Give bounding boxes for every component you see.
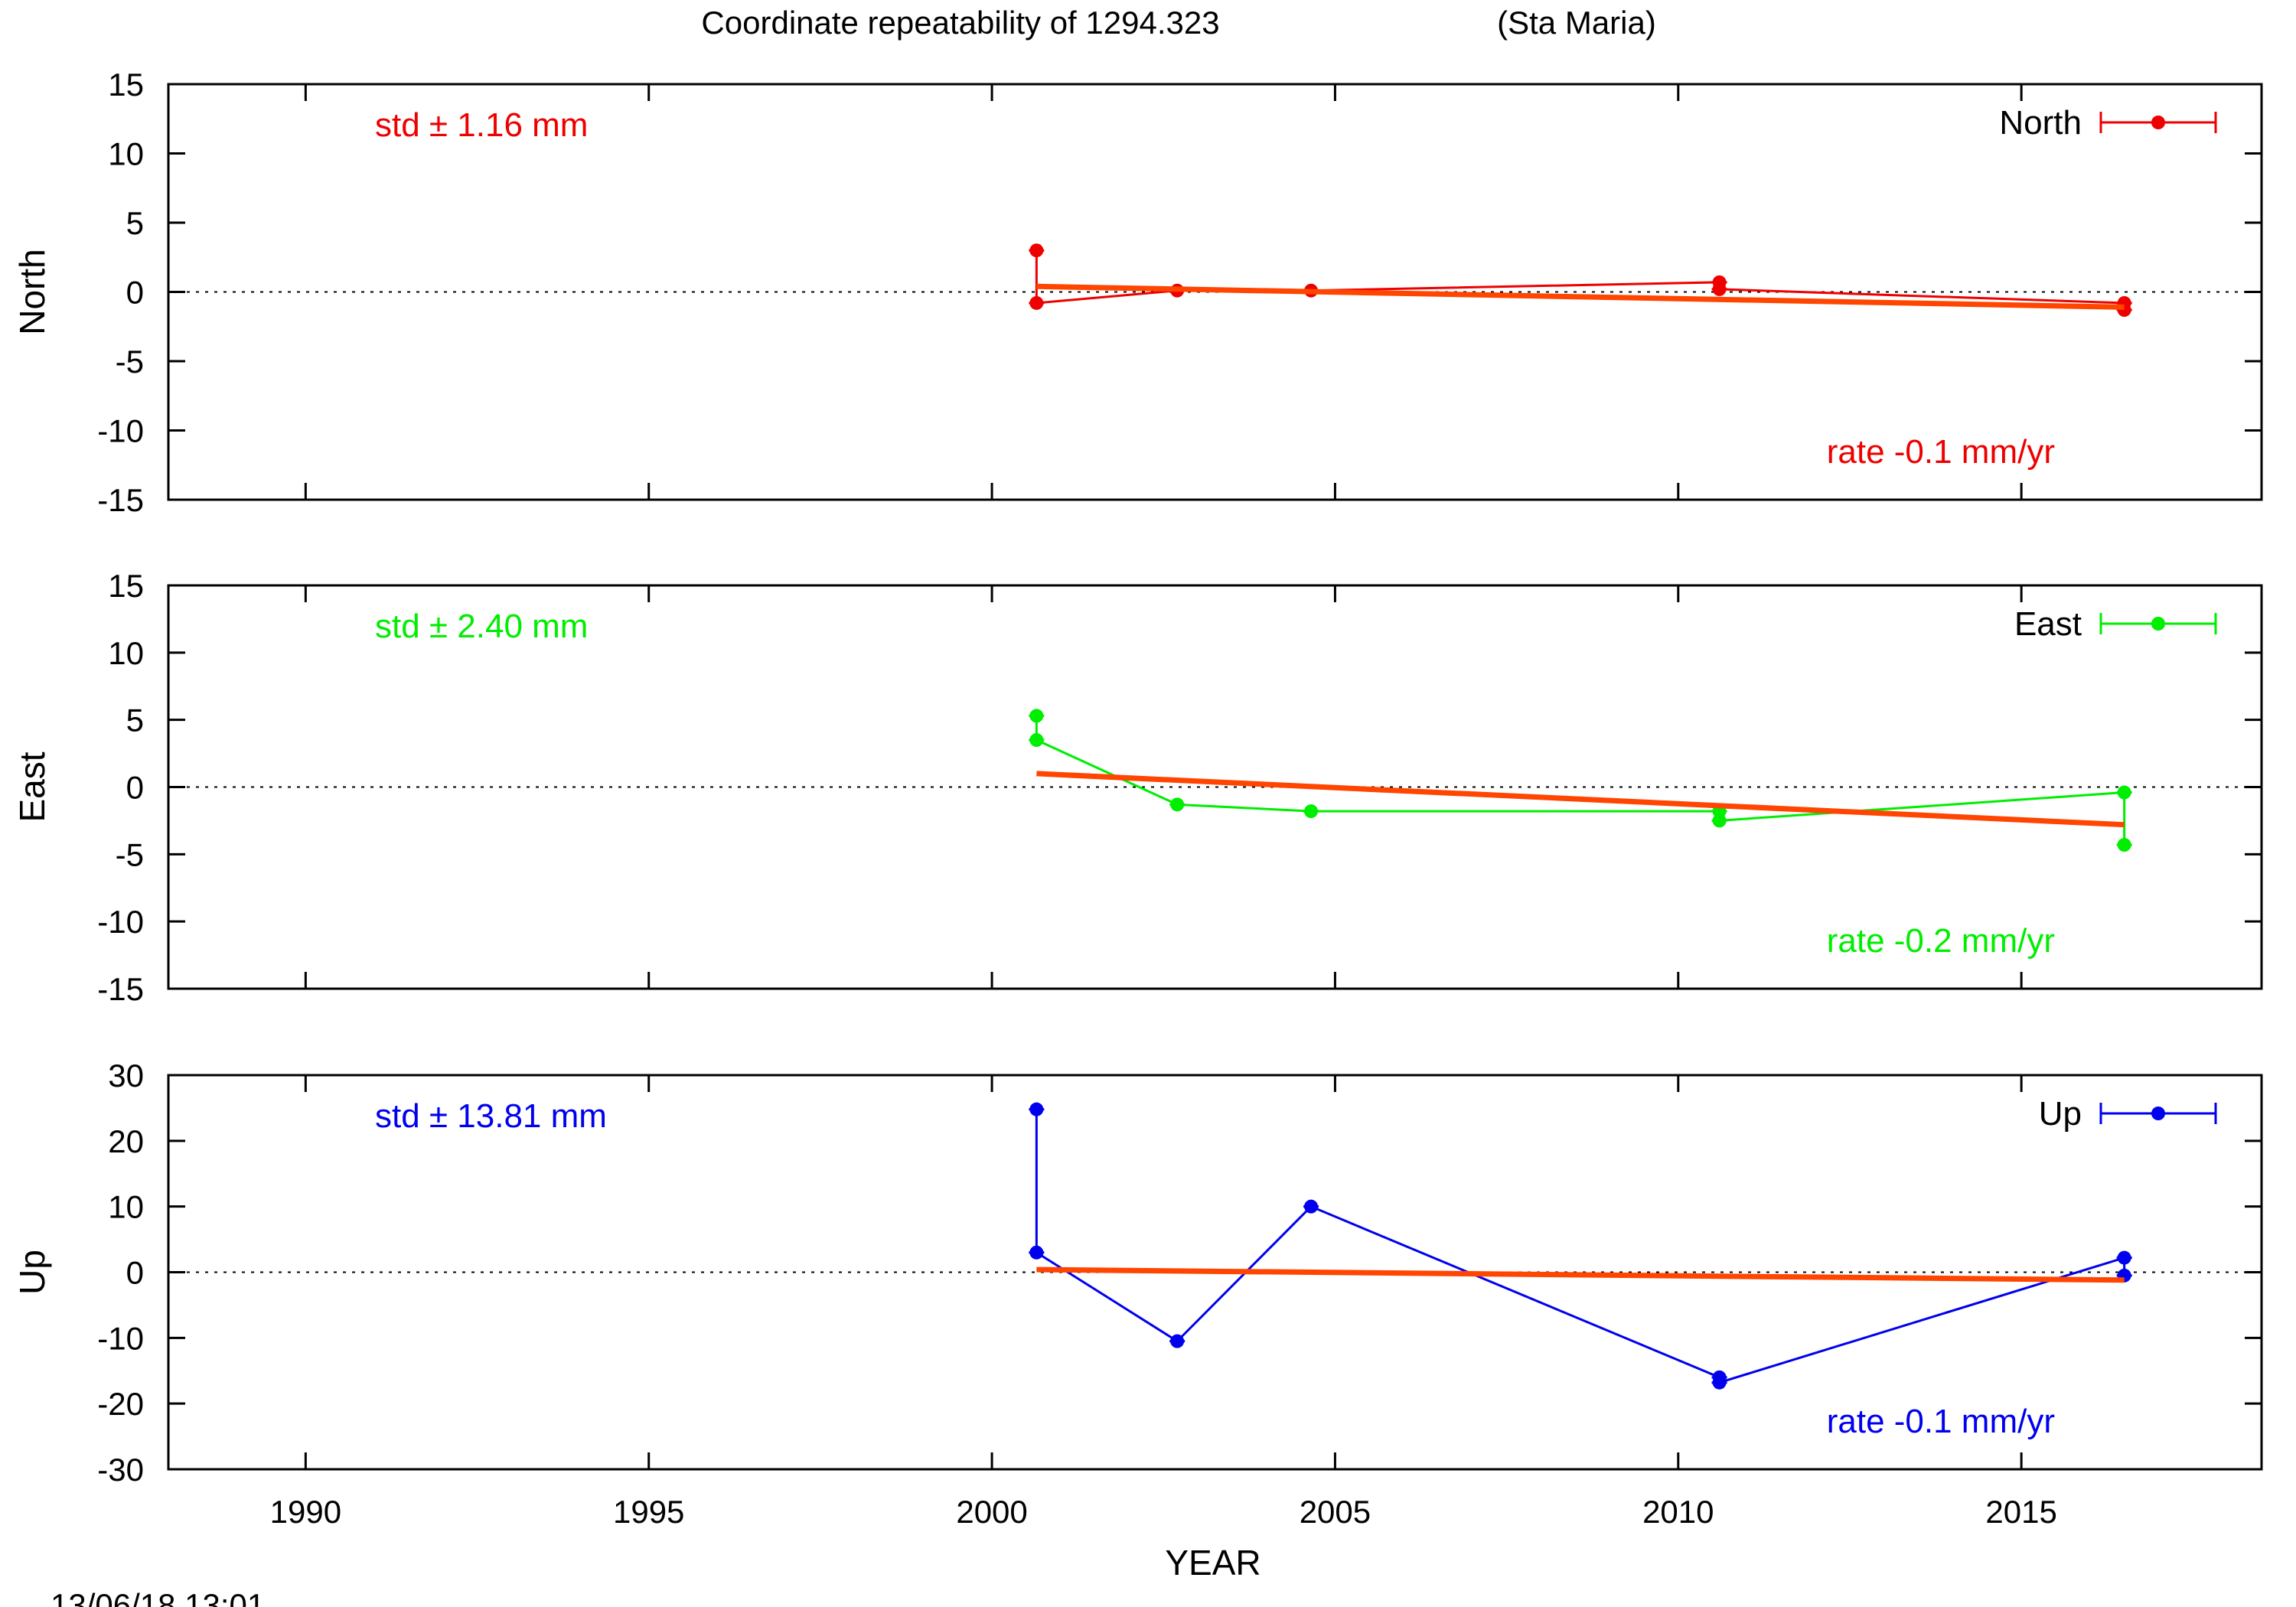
series-line-north: [1035, 250, 2126, 311]
y-tick-label: 0: [126, 1255, 144, 1291]
y-axis-label-east: East: [12, 751, 52, 822]
panel-east: 15 10 5 0 -5 -10 -15 East std ± 2.40 mm rate -0.2…: [12, 568, 2263, 1007]
data-point-east: [1029, 709, 1044, 723]
data-point-north: [1029, 295, 1044, 310]
trend-line-north: [1036, 283, 2125, 310]
data-point-north: [1029, 243, 1044, 258]
y-tick-label: -10: [97, 413, 144, 449]
rate-annotation-east: rate -0.2 mm/yr: [1827, 922, 2055, 960]
data-point-up: [1029, 1245, 1044, 1260]
y-tick-label: 5: [126, 702, 144, 738]
y-tick-label: -15: [97, 971, 144, 1007]
y-tick-label: 10: [108, 635, 144, 671]
data-point-east: [2117, 785, 2131, 800]
data-point-east: [1712, 813, 1727, 828]
y-tick-label: -10: [97, 1320, 144, 1356]
y-axis-label-up: Up: [12, 1250, 52, 1295]
std-annotation-up: std ± 13.81 mm: [375, 1097, 607, 1135]
y-tick-label: 10: [108, 1189, 144, 1225]
data-point-up: [1170, 1334, 1185, 1348]
data-point-up: [1304, 1199, 1319, 1214]
y-tick-label: 15: [108, 67, 144, 103]
y-axis-label-north: North: [12, 249, 52, 334]
y-tick-label: 5: [126, 205, 144, 241]
data-point-up: [2117, 1250, 2131, 1265]
panel-north: 15 10 5 0 -5 -10 -15 North std ± 1.16 mm rate -0.…: [12, 67, 2263, 518]
data-point-east: [1029, 733, 1044, 748]
x-tick-label: 2000: [956, 1494, 1027, 1530]
legend-marker-up: [2151, 1107, 2165, 1120]
chart-title: Coordinate repeatability of 1294.323: [701, 5, 1219, 41]
x-axis-label: YEAR: [1165, 1543, 1261, 1583]
y-tick-label: -5: [116, 344, 144, 380]
y-tick-label: 15: [108, 568, 144, 604]
legend-label-up: Up: [2039, 1095, 2082, 1133]
y-tick-label: -30: [97, 1452, 144, 1488]
series-line-east: [1035, 715, 2126, 846]
timestamp: 13/06/18 13:01: [51, 1587, 265, 1607]
rate-annotation-up: rate -0.1 mm/yr: [1827, 1403, 2055, 1440]
data-point-up: [1712, 1375, 1727, 1390]
legend-label-east: East: [2014, 605, 2082, 643]
rate-annotation-north: rate -0.1 mm/yr: [1827, 433, 2055, 471]
legend-label-north: North: [1999, 104, 2082, 142]
data-point-east: [1170, 797, 1185, 812]
std-annotation-north: std ± 1.16 mm: [375, 106, 588, 144]
data-point-east: [2117, 838, 2131, 852]
y-tick-label: -5: [116, 836, 144, 872]
chart-station: (Sta Maria): [1497, 5, 1656, 41]
x-tick-label: 2015: [1985, 1494, 2056, 1530]
std-annotation-east: std ± 2.40 mm: [375, 608, 588, 645]
y-tick-label: 20: [108, 1123, 144, 1159]
data-point-up: [1029, 1102, 1044, 1116]
y-tick-label: -20: [97, 1386, 144, 1422]
y-tick-label: 0: [126, 275, 144, 311]
panels: 15 10 5 0 -5 -10 -15 North std ± 1.16 mm rate -0.…: [12, 67, 2263, 1530]
x-tick-label: 1990: [270, 1494, 341, 1530]
y-tick-label: -10: [97, 904, 144, 940]
legend-marker-east: [2151, 617, 2165, 631]
legend-marker-north: [2151, 116, 2165, 129]
trend-line-up: [1036, 1266, 2125, 1283]
y-tick-label: 0: [126, 770, 144, 806]
trend-line-east: [1036, 771, 2125, 828]
x-tick-label: 2005: [1300, 1494, 1371, 1530]
x-tick-label: 1995: [613, 1494, 684, 1530]
x-tick-label: 2010: [1642, 1494, 1714, 1530]
y-tick-label: -15: [97, 482, 144, 518]
y-tick-label: 30: [108, 1058, 144, 1094]
data-point-north: [1712, 282, 1727, 296]
y-tick-label: 10: [108, 136, 144, 172]
data-point-east: [1304, 804, 1319, 819]
